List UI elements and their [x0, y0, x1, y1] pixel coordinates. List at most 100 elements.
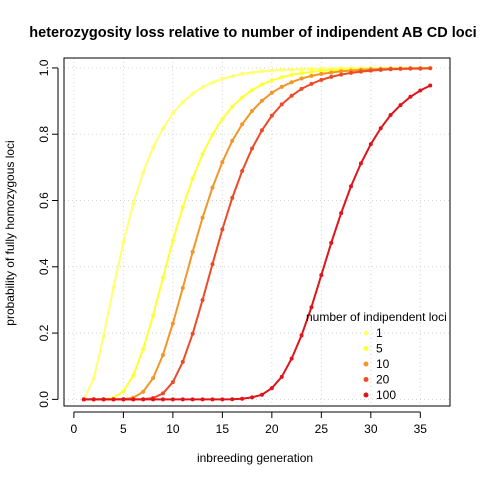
data-point	[170, 321, 175, 326]
x-axis-label: inbreeding generation	[197, 451, 313, 465]
data-point	[180, 100, 185, 105]
data-point	[230, 138, 235, 143]
x-tick-label: 10	[166, 422, 180, 436]
legend-marker-10	[363, 361, 369, 367]
data-point	[160, 126, 165, 131]
data-point	[160, 352, 165, 357]
data-point	[329, 70, 334, 75]
legend-marker-20	[363, 377, 369, 382]
data-point	[259, 128, 264, 133]
data-point	[200, 397, 205, 402]
data-point	[289, 67, 294, 72]
data-point	[230, 195, 235, 200]
x-tick-label: 30	[364, 422, 378, 436]
data-point	[358, 69, 363, 74]
y-tick-label: 1.0	[37, 59, 51, 76]
data-point	[220, 76, 225, 81]
data-point	[240, 122, 245, 127]
data-point	[190, 176, 195, 181]
y-tick-label: 0.4	[37, 258, 51, 275]
data-point	[190, 91, 195, 96]
data-point	[141, 346, 146, 351]
data-point	[339, 211, 344, 216]
data-point	[299, 67, 304, 72]
data-point	[250, 395, 255, 400]
plot-frame	[63, 57, 451, 407]
data-point	[398, 103, 403, 108]
data-point	[200, 152, 205, 157]
legend-marker-5	[363, 346, 369, 351]
data-point	[250, 109, 255, 114]
data-point	[259, 392, 264, 397]
x-tick-label: 25	[315, 422, 329, 436]
data-point	[378, 126, 383, 131]
data-point	[230, 104, 235, 109]
data-point	[378, 67, 383, 72]
data-point	[220, 397, 225, 402]
data-point	[269, 68, 274, 73]
data-point	[358, 161, 363, 166]
x-tick-label: 5	[120, 422, 127, 436]
x-tick-label: 20	[265, 422, 279, 436]
legend-title: number of indipendent loci	[306, 310, 447, 324]
data-point	[279, 374, 284, 379]
data-point	[269, 78, 274, 83]
data-point	[319, 77, 324, 82]
data-point	[289, 356, 294, 361]
data-point	[388, 67, 393, 72]
data-point	[299, 71, 304, 76]
data-point	[170, 238, 175, 243]
y-tick-label: 0.2	[37, 324, 51, 341]
data-point	[101, 334, 106, 339]
data-point	[250, 146, 255, 151]
data-point	[339, 69, 344, 74]
data-point	[240, 95, 245, 100]
data-point	[368, 68, 373, 73]
data-point	[349, 70, 354, 75]
data-point	[309, 66, 314, 71]
data-point	[309, 81, 314, 86]
data-point	[418, 66, 423, 71]
data-point	[319, 273, 324, 278]
data-point	[329, 74, 334, 79]
data-point	[190, 249, 195, 254]
data-point	[269, 386, 274, 391]
data-point	[91, 376, 96, 381]
data-point	[190, 331, 195, 336]
data-point	[210, 397, 215, 402]
data-point	[141, 389, 146, 394]
data-point	[121, 240, 126, 245]
data-point	[428, 66, 433, 71]
legend-label-10: 10	[376, 357, 390, 371]
series-layer	[81, 65, 433, 402]
data-point	[299, 333, 304, 338]
data-point	[151, 376, 156, 381]
data-point	[180, 397, 185, 402]
data-point	[299, 86, 304, 91]
data-point	[151, 313, 156, 318]
data-point	[170, 380, 175, 385]
x-axis: 0 5 10 15 20 25 30 35	[71, 411, 427, 436]
data-point	[289, 80, 294, 85]
data-point	[319, 68, 324, 73]
data-point	[279, 84, 284, 89]
data-point	[170, 397, 175, 402]
data-point	[309, 305, 314, 310]
y-axis: 0.0 0.2 0.4 0.6 0.8 1.0	[37, 59, 59, 408]
data-point	[279, 67, 284, 72]
data-point	[250, 70, 255, 75]
data-point	[151, 145, 156, 150]
data-point	[230, 397, 235, 402]
data-point	[240, 396, 245, 401]
data-point	[279, 102, 284, 107]
data-point	[418, 88, 423, 93]
data-point	[289, 93, 294, 98]
data-point	[259, 98, 264, 103]
data-point	[141, 170, 146, 175]
data-point	[141, 397, 146, 402]
data-point	[368, 142, 373, 147]
data-point	[220, 116, 225, 121]
data-point	[398, 66, 403, 71]
data-point	[91, 397, 96, 402]
